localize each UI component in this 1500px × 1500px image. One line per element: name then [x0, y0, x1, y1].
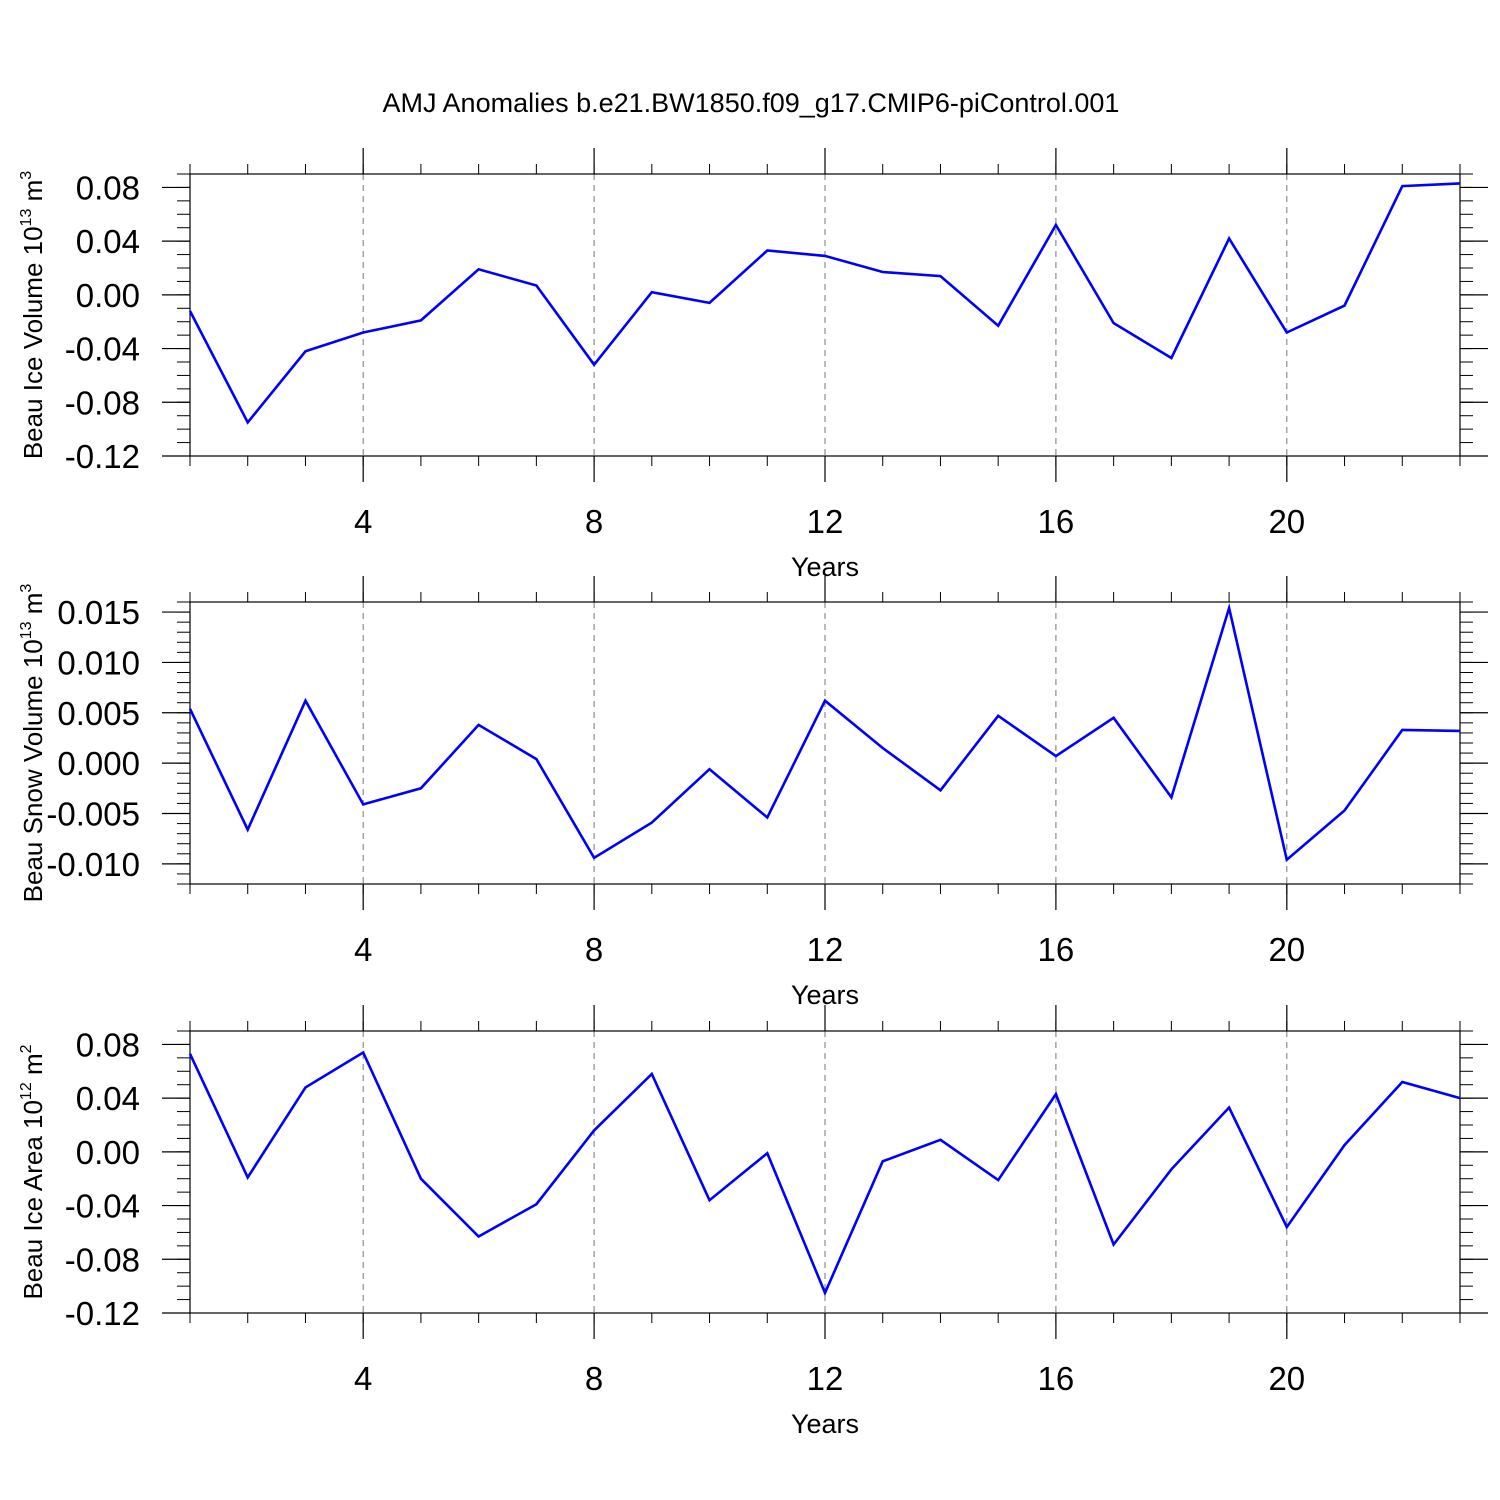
x-tick-label: 12 — [807, 503, 844, 540]
x-tick-label: 8 — [585, 503, 603, 540]
x-tick-label: 12 — [807, 931, 844, 968]
series-line — [188, 1050, 1461, 1297]
y-axis-label-unit: m — [18, 180, 48, 209]
y-tick-label: 0.015 — [57, 594, 140, 631]
y-tick-label: 0.08 — [76, 169, 140, 206]
y-axis-label-text: Beau Ice Area 10 — [18, 1100, 48, 1299]
panel-snow-volume: 4 8 12 16 20 0.015 0.010 0.005 0.000 -0.005 -0.010… — [18, 576, 1488, 1010]
x-tick-label: 16 — [1038, 931, 1075, 968]
x-axis-label: Years — [791, 1409, 859, 1439]
y-tick-label: -0.08 — [65, 1241, 140, 1278]
y-axis-label-unit: m — [18, 593, 48, 622]
series-line — [188, 182, 1461, 425]
y-tick-label: -0.12 — [65, 438, 140, 475]
y-axis-label: Beau Ice Area 1012 m2 — [18, 1044, 48, 1299]
y-axis-label-unit-exponent: 3 — [18, 171, 35, 180]
y-axis-label: Beau Ice Volume 1013 m3 — [18, 171, 48, 459]
y-axis-label-exponent: 13 — [18, 621, 35, 639]
y-tick-label: 0.005 — [57, 695, 140, 732]
y-axis-label-text: Beau Snow Volume 10 — [18, 639, 48, 902]
y-tick-label: -0.04 — [65, 1188, 140, 1225]
x-tick-label: 20 — [1268, 503, 1305, 540]
y-tick-label: 0.010 — [57, 644, 140, 681]
y-tick-label: 0.00 — [76, 1134, 140, 1171]
plot-frame — [189, 601, 1461, 885]
x-tick-label: 16 — [1038, 1360, 1075, 1397]
y-tick-label: 0.00 — [76, 277, 140, 314]
y-tick-label: -0.04 — [65, 331, 140, 368]
x-tick-label: 4 — [354, 1360, 372, 1397]
y-axis-label-unit-exponent: 2 — [18, 1044, 35, 1053]
y-tick-label: 0.08 — [76, 1026, 140, 1063]
y-tick-label: 0.04 — [76, 1080, 140, 1117]
y-axis-label-exponent: 12 — [18, 1082, 35, 1100]
x-tick-label: 8 — [585, 1360, 603, 1397]
y-axis-label: Beau Snow Volume 1013 m3 — [18, 584, 48, 903]
x-tick-label: 20 — [1268, 1360, 1305, 1397]
x-tick-label: 12 — [807, 1360, 844, 1397]
y-tick-label: 0.000 — [57, 745, 140, 782]
y-axis-label-exponent: 13 — [18, 209, 35, 227]
x-tick-label: 20 — [1268, 931, 1305, 968]
figure-title: AMJ Anomalies b.e21.BW1850.f09_g17.CMIP6… — [383, 88, 1120, 118]
y-axis-label-unit-exponent: 3 — [18, 584, 35, 593]
plot-frame — [189, 1030, 1461, 1314]
y-axis-label-text: Beau Ice Volume 10 — [18, 226, 48, 459]
x-tick-label: 4 — [354, 931, 372, 968]
panel-ice-area: 4 8 12 16 20 0.08 0.04 0.00 -0.04 -0.08 -0.12 Years… — [18, 1005, 1488, 1439]
y-tick-label: -0.12 — [65, 1295, 140, 1332]
plot-frame — [189, 173, 1461, 457]
y-tick-label: -0.005 — [46, 796, 140, 833]
y-tick-label: 0.04 — [76, 223, 140, 260]
y-axis-label-unit: m — [18, 1053, 48, 1082]
x-tick-label: 4 — [354, 503, 372, 540]
y-tick-label: -0.08 — [65, 384, 140, 421]
panel-ice-volume: 4 8 12 16 200.080.040.00-0.04-0.08-0.12Years… — [18, 148, 1488, 582]
x-tick-label: 16 — [1038, 503, 1075, 540]
x-tick-label: 8 — [585, 931, 603, 968]
series-line — [188, 602, 1461, 863]
y-tick-label: -0.010 — [46, 846, 140, 883]
